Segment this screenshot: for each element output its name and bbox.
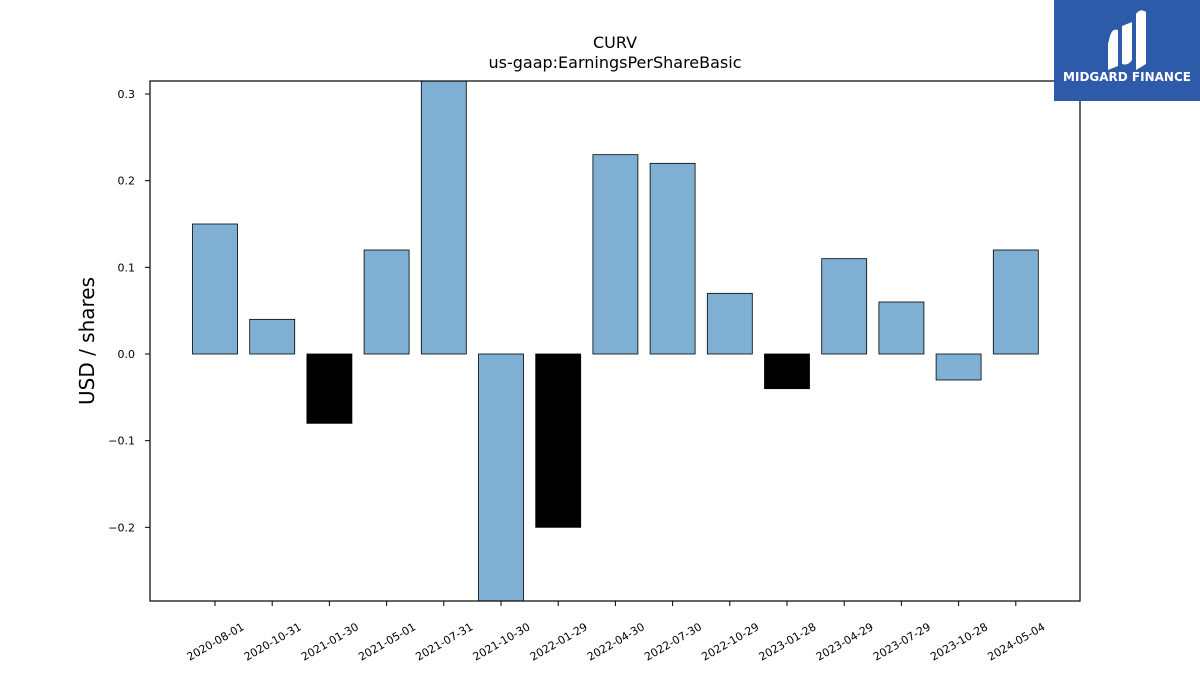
bar-2023-07-29 — [878, 301, 925, 355]
bar-2021-10-30 — [478, 353, 524, 602]
y-axis-ticks: −0.2 −0.1 0.0 0.1 0.2 0.3 — [108, 88, 150, 534]
y-tick-label: 0.2 — [118, 175, 136, 188]
y-tick-label: 0.3 — [118, 88, 136, 101]
bars-group — [192, 80, 1039, 602]
bar-2023-10-28 — [935, 353, 982, 381]
bar-2020-10-31 — [249, 318, 296, 355]
x-tick-label: 2022-01-29 — [528, 620, 590, 663]
bar-2024-05-04 — [992, 249, 1039, 355]
x-tick-label: 2021-07-31 — [413, 620, 475, 663]
y-tick-label: 0.1 — [118, 261, 136, 274]
x-tick-label: 2022-04-30 — [585, 620, 647, 663]
y-tick-label: −0.2 — [108, 521, 135, 534]
bar-2022-10-29 — [706, 292, 753, 355]
x-axis-ticks: 2020-08-012020-10-312021-01-302021-05-01… — [185, 601, 1047, 664]
x-tick-label: 2022-07-30 — [642, 620, 704, 663]
x-tick-label: 2023-01-28 — [757, 620, 819, 663]
x-tick-label: 2021-05-01 — [356, 620, 418, 663]
bar-2022-01-29 — [535, 353, 582, 528]
x-tick-label: 2022-10-29 — [699, 620, 761, 663]
y-axis-label: USD / shares — [75, 277, 99, 405]
bar-2021-01-30 — [306, 353, 353, 424]
logo-text: MIDGARD FINANCE — [1063, 70, 1191, 84]
x-tick-label: 2021-01-30 — [299, 620, 361, 663]
x-tick-label: 2021-10-30 — [471, 620, 533, 663]
x-tick-label: 2023-10-28 — [928, 620, 990, 663]
bar-2022-04-30 — [592, 154, 639, 355]
x-tick-label: 2020-10-31 — [242, 620, 304, 663]
x-tick-label: 2020-08-01 — [185, 620, 247, 663]
x-tick-label: 2023-04-29 — [814, 620, 876, 663]
y-tick-label: 0.0 — [118, 348, 136, 361]
midgard-logo: MIDGARD FINANCE — [1054, 0, 1200, 101]
x-tick-label: 2024-05-04 — [985, 620, 1047, 663]
bar-2023-01-28 — [764, 353, 810, 390]
midgard-logo-icon — [1108, 10, 1146, 71]
bar-2021-07-31 — [420, 80, 467, 355]
bar-2021-05-01 — [363, 249, 410, 355]
chart-subtitle: us-gaap:EarningsPerShareBasic — [488, 53, 741, 72]
chart-title: CURV — [593, 33, 637, 52]
bar-2023-04-29 — [821, 258, 868, 355]
y-tick-label: −0.1 — [108, 435, 135, 448]
bar-2022-07-30 — [649, 162, 696, 355]
bar-2020-08-01 — [192, 223, 238, 355]
x-tick-label: 2023-07-29 — [871, 620, 933, 663]
